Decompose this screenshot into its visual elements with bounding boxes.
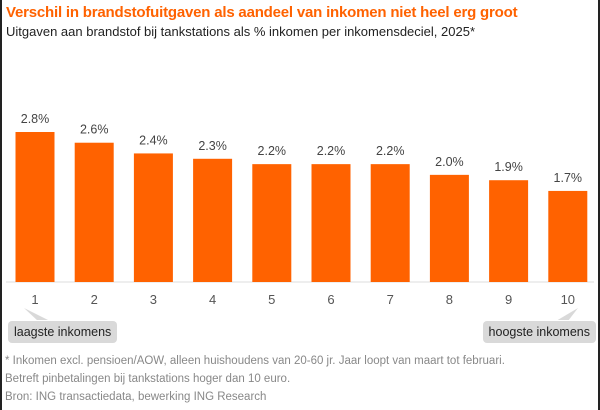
data-label-7: 2.2% [376, 144, 405, 158]
x-tick-label-6: 6 [327, 292, 334, 307]
x-tick-label-5: 5 [268, 292, 275, 307]
bar-10 [548, 190, 588, 282]
data-label-6: 2.2% [317, 144, 346, 158]
x-tick-label-3: 3 [150, 292, 157, 307]
callout-lowest-incomes: laagste inkomens [8, 321, 118, 343]
bar-1 [15, 132, 55, 282]
bar-chart: 2.8% 1 2.6% 2 2.4% 3 2.3% 4 2.2% 5 2.2% 6 2.2% 7 2.0% 8… [6, 112, 594, 320]
chart-subtitle: Uitgaven aan brandstof bij tankstations … [6, 24, 475, 39]
x-tick-label-7: 7 [387, 292, 394, 307]
bar-7 [370, 164, 410, 282]
source: Bron: ING transactiedata, bewerking ING … [5, 391, 267, 403]
callout-highest-incomes: hoogste inkomens [482, 321, 596, 343]
data-label-1: 2.8% [21, 112, 50, 126]
x-tick-label-1: 1 [31, 292, 38, 307]
data-label-9: 1.9% [494, 160, 523, 174]
bar-5 [252, 164, 292, 282]
callout-pointer-left [24, 308, 48, 320]
footnote: * Inkomen excl. pensioen/AOW, alleen hui… [5, 355, 505, 367]
bar-9 [489, 180, 529, 282]
data-label-5: 2.2% [258, 144, 287, 158]
data-label-3: 2.4% [139, 133, 168, 147]
data-label-8: 2.0% [435, 155, 464, 169]
bar-2 [74, 142, 114, 282]
data-label-4: 2.3% [198, 139, 227, 153]
chart-title: Verschil in brandstofuitgaven als aandee… [6, 4, 518, 21]
x-tick-label-10: 10 [561, 292, 575, 307]
footnote-2: Betreft pinbetalingen bij tankstations h… [5, 373, 291, 385]
bar-8 [429, 174, 469, 282]
x-tick-label-8: 8 [446, 292, 453, 307]
x-tick-label-9: 9 [505, 292, 512, 307]
bar-3 [133, 153, 173, 282]
callout-pointer-right [557, 308, 578, 320]
bar-4 [193, 158, 233, 282]
x-tick-label-4: 4 [209, 292, 216, 307]
bar-6 [311, 164, 351, 282]
x-tick-label-2: 2 [91, 292, 98, 307]
data-label-2: 2.6% [80, 123, 109, 137]
data-label-10: 1.7% [554, 171, 583, 185]
